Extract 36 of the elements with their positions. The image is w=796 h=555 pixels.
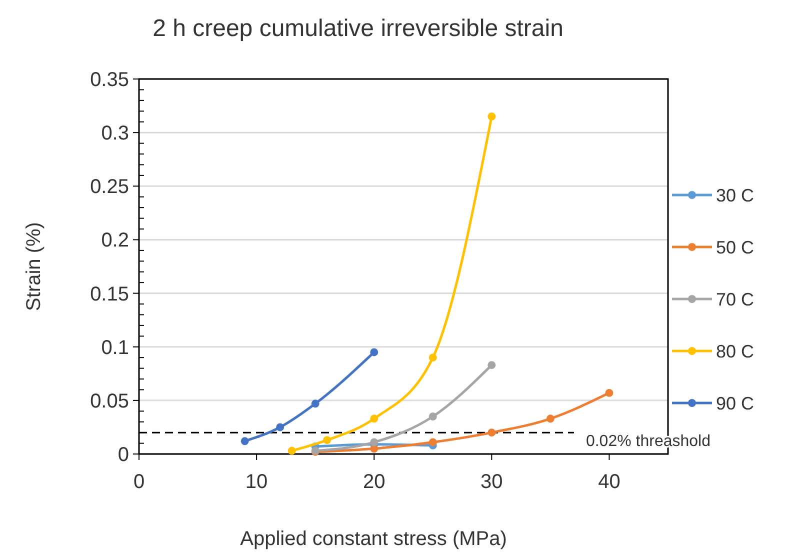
point <box>288 446 296 455</box>
x-axis-title: Applied constant stress (MPa) <box>240 528 507 550</box>
point <box>546 414 554 423</box>
x-tick-label: 20 <box>362 471 386 493</box>
point <box>240 437 249 446</box>
x-tick-label: 30 <box>480 471 503 493</box>
point <box>488 112 496 120</box>
x-tick-label: 40 <box>598 471 620 493</box>
legend-label: 80 C <box>716 341 754 362</box>
point <box>428 412 437 420</box>
y-tick-label: 0 <box>118 444 129 466</box>
chart-title: 2 h creep cumulative irreversible strain <box>152 15 564 42</box>
point <box>488 361 496 370</box>
y-tick-label: 0.05 <box>90 390 129 412</box>
y-axis-title: Strain (%) <box>23 222 45 311</box>
point <box>370 348 378 356</box>
point <box>605 388 614 397</box>
point <box>370 414 378 423</box>
x-tick-label: 0 <box>133 471 145 493</box>
legend-label: 50 C <box>716 237 754 258</box>
y-tick-label: 0.35 <box>90 69 129 91</box>
y-tick-label: 0.3 <box>101 122 129 145</box>
y-tick-label: 0.2 <box>101 230 129 252</box>
y-tick-label: 0.1 <box>101 336 129 359</box>
point <box>323 436 332 444</box>
y-tick-label: 0.25 <box>90 176 129 198</box>
legend-label: 90 C <box>716 393 754 414</box>
point <box>311 400 320 408</box>
point <box>488 428 496 437</box>
y-tick-label: 0.15 <box>90 283 129 306</box>
point <box>276 423 284 432</box>
legend-label: 70 C <box>716 289 754 310</box>
legend-label: 30 C <box>716 185 754 206</box>
point <box>428 438 437 446</box>
x-tick-label: 10 <box>245 471 268 493</box>
point <box>428 354 437 362</box>
